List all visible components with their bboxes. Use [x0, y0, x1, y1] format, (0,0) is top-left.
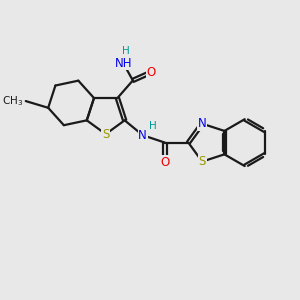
Text: H: H: [148, 121, 156, 130]
Text: NH: NH: [114, 56, 132, 70]
Text: N: N: [138, 129, 147, 142]
Text: O: O: [146, 66, 156, 79]
Text: S: S: [102, 128, 110, 141]
Text: S: S: [199, 155, 206, 168]
Text: H: H: [122, 46, 130, 56]
Text: O: O: [160, 156, 170, 169]
Text: N: N: [198, 117, 206, 130]
Text: $\mathregular{CH_3}$: $\mathregular{CH_3}$: [2, 94, 23, 108]
